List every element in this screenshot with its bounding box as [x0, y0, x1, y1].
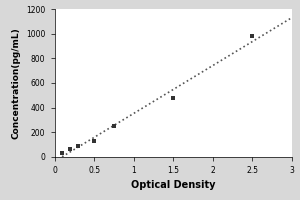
- X-axis label: Optical Density: Optical Density: [131, 180, 215, 190]
- Y-axis label: Concentration(pg/mL): Concentration(pg/mL): [12, 27, 21, 139]
